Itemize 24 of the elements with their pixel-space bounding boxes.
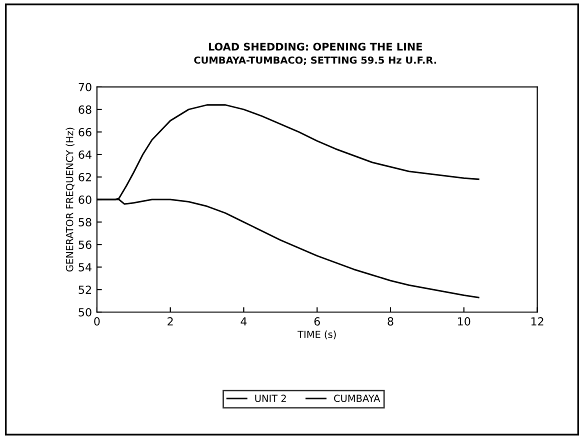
x-axis-title: TIME (s) <box>298 330 336 340</box>
y-tick-label: 64 <box>78 150 92 159</box>
y-tick-label: 54 <box>78 263 92 272</box>
y-tick-label: 66 <box>78 128 92 136</box>
chart-title: LOAD SHEDDING: OPENING THE LINE <box>208 42 422 51</box>
y-tick-label: 58 <box>78 218 92 226</box>
y-tick-label: 56 <box>78 240 92 249</box>
y-tick-label: 52 <box>78 286 91 294</box>
y-tick-label: 70 <box>78 82 92 92</box>
x-tick-label: 0 <box>94 317 100 326</box>
x-tick-label: 8 <box>388 317 394 326</box>
y-tick-label: 60 <box>78 196 92 204</box>
x-tick-label: 4 <box>240 317 247 326</box>
y-tick-label: 62 <box>78 172 91 182</box>
y-tick-label: 50 <box>78 308 92 317</box>
x-tick-label: 2 <box>168 317 173 326</box>
legend-label: UNIT 2 <box>255 394 286 402</box>
x-tick-label: 10 <box>458 317 470 326</box>
chart-subtitle: CUMBAYA-TUMBACO; SETTING 59.5 Hz U.F.R. <box>194 56 436 66</box>
x-tick-label: 6 <box>314 317 320 326</box>
legend-label: CUMBAYA <box>334 394 380 402</box>
y-axis-title: GENERATOR FREQUENCY (Hz) <box>66 128 74 272</box>
y-tick-label: 68 <box>78 105 92 114</box>
x-tick-label: 12 <box>531 317 544 326</box>
